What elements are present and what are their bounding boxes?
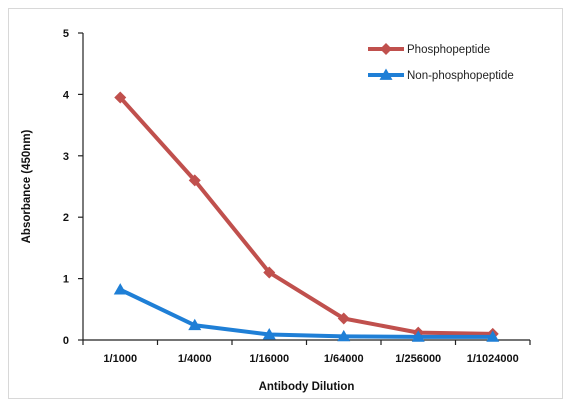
series-phosphopeptide (114, 91, 499, 340)
legend-item-non-phosphopeptide: Non-phosphopeptide (368, 68, 514, 82)
legend: Phosphopeptide Non-phosphopeptide (368, 43, 514, 82)
y-tick-label: 2 (63, 212, 69, 224)
y-tick-label: 0 (63, 335, 69, 347)
legend-label: Phosphopeptide (407, 44, 490, 56)
data-point-phosphopeptide (188, 174, 201, 187)
data-point-non-phosphopeptide (262, 327, 276, 340)
x-tick-label: 1/64000 (324, 353, 364, 365)
data-point-non-phosphopeptide (411, 330, 425, 342)
data-point-non-phosphopeptide (188, 318, 202, 331)
series-line-non-phosphopeptide (118, 287, 495, 339)
x-tick-label: 1/16000 (249, 353, 289, 365)
y-tick-label: 1 (63, 274, 69, 286)
chart-frame (8, 8, 563, 399)
x-ticks-group: 1/1000 1/4000 1/16000 1/64000 1/256000 1/1024… (82, 340, 531, 365)
x-tick-label: 1/1024000 (467, 353, 519, 365)
data-point-phosphopeptide (263, 266, 276, 279)
data-point-phosphopeptide (114, 91, 127, 104)
legend-swatch-marker (379, 68, 393, 80)
data-point-non-phosphopeptide (337, 329, 351, 342)
series-non-phosphopeptide (113, 283, 500, 342)
x-tick-label: 1/4000 (178, 353, 212, 365)
x-tick-label: 1/256000 (395, 353, 441, 365)
y-axis-title: Absorbance (450nm) (21, 129, 33, 243)
x-axis-title: Antibody Dilution (259, 381, 355, 393)
series-line-phosphopeptide (118, 95, 495, 336)
legend-label: Non-phosphopeptide (407, 70, 514, 82)
series-layer (113, 91, 500, 342)
y-ticks-group: 0 1 2 3 4 5 (63, 28, 83, 347)
legend-swatch-marker (380, 43, 392, 55)
y-tick-label: 5 (63, 28, 69, 40)
y-tick-label: 4 (63, 89, 70, 101)
y-tick-label: 3 (63, 151, 69, 163)
data-point-non-phosphopeptide (486, 330, 500, 342)
legend-item-phosphopeptide: Phosphopeptide (368, 43, 490, 56)
data-point-phosphopeptide (337, 312, 350, 325)
data-point-non-phosphopeptide (113, 283, 127, 295)
x-tick-label: 1/1000 (103, 353, 137, 365)
